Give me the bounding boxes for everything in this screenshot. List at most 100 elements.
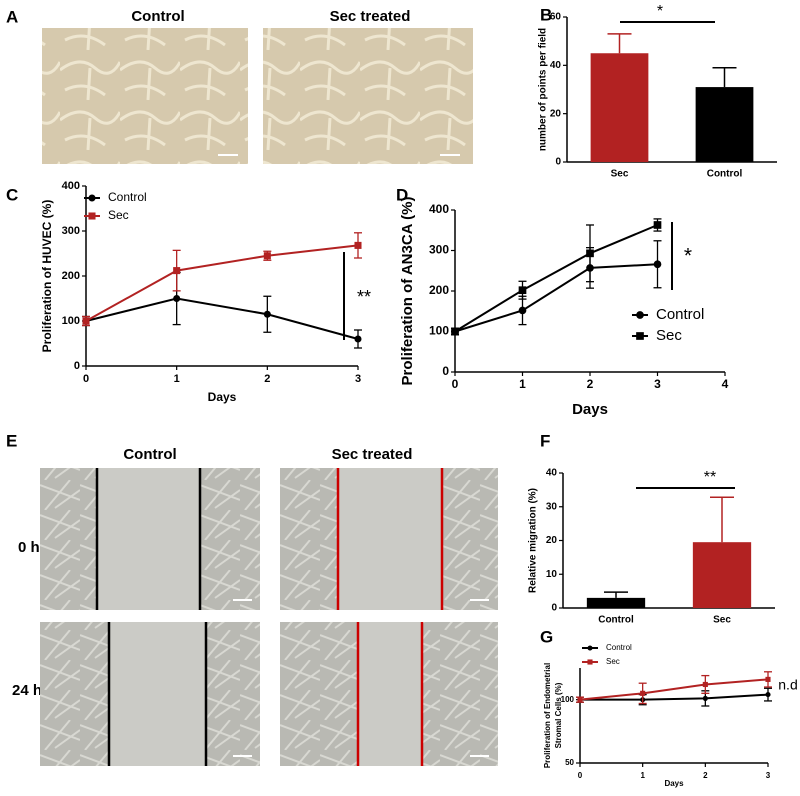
- wound-area: [109, 622, 206, 766]
- marker: [263, 310, 271, 318]
- x-axis-title: Days: [664, 779, 684, 788]
- x-tick-label: 3: [654, 377, 661, 391]
- y-tick-label: 200: [429, 283, 449, 297]
- legend-label: Control: [606, 643, 632, 652]
- series-line: [454, 224, 658, 333]
- y-axis-title: Proliferation of Endometrial: [543, 663, 552, 768]
- y-axis-title: Proliferation of HUVEC (%): [40, 200, 54, 353]
- panel-label: B: [540, 5, 552, 24]
- marker: [640, 690, 646, 696]
- x-tick-label: 2: [264, 373, 270, 385]
- marker: [518, 286, 527, 295]
- marker: [586, 249, 594, 258]
- marker: [354, 241, 362, 249]
- marker: [765, 676, 771, 682]
- y-axis-title: Relative migration (%): [528, 488, 539, 593]
- marker: [82, 317, 90, 325]
- x-tick-label: Sec: [611, 169, 629, 180]
- x-tick-label: 4: [722, 377, 729, 391]
- y-tick-label: 20: [550, 108, 562, 119]
- y-tick-label: 200: [62, 270, 80, 282]
- marker: [173, 267, 181, 275]
- series-line: [454, 263, 658, 333]
- row-label: 24 h: [12, 682, 42, 699]
- y-tick-label: 400: [62, 180, 80, 192]
- y-axis-title: Proliferation of AN3CA (%): [399, 197, 416, 386]
- bar: [590, 53, 649, 162]
- y-tick-label: 40: [550, 60, 562, 71]
- legend-marker: [587, 659, 593, 665]
- y-tick-label: 50: [565, 758, 574, 767]
- series-line: [579, 678, 769, 701]
- bar: [695, 87, 754, 162]
- column-title: Control: [123, 446, 176, 463]
- legend-marker: [587, 645, 593, 651]
- x-axis-title: Days: [572, 401, 608, 418]
- bar: [692, 542, 752, 608]
- y-tick-label: 0: [74, 360, 80, 372]
- marker: [263, 252, 271, 260]
- y-tick-label: 0: [551, 603, 557, 614]
- y-axis-title: Stromal Cells (%): [554, 682, 563, 748]
- y-tick-label: 100: [62, 315, 80, 327]
- x-tick-label: 2: [587, 377, 594, 391]
- x-tick-label: 3: [355, 373, 361, 385]
- micrograph: [42, 28, 248, 164]
- image-title: Control: [131, 8, 184, 25]
- y-tick-label: 30: [546, 501, 558, 512]
- x-axis-title: Days: [208, 390, 237, 404]
- annotation: **: [704, 469, 716, 486]
- bar: [586, 597, 646, 608]
- y-tick-label: 0: [555, 157, 561, 168]
- y-tick-label: 10: [546, 569, 558, 580]
- y-tick-label: 300: [429, 243, 449, 257]
- series-line: [85, 244, 359, 322]
- annotation: *: [684, 245, 692, 268]
- marker: [765, 692, 771, 698]
- marker: [702, 681, 708, 688]
- marker: [173, 294, 181, 303]
- y-tick-label: 300: [62, 225, 80, 237]
- column-title: Sec treated: [332, 446, 413, 463]
- x-tick-label: Sec: [713, 615, 731, 626]
- legend-marker: [636, 311, 644, 319]
- micrograph: [263, 28, 473, 164]
- x-tick-label: 1: [640, 771, 645, 780]
- legend-marker: [88, 194, 96, 202]
- legend-label: Control: [108, 190, 147, 204]
- panel-label: D: [396, 185, 408, 204]
- legend-label: Sec: [606, 657, 620, 666]
- panel-label: C: [6, 185, 18, 204]
- wound-area: [97, 468, 200, 610]
- series-line: [85, 297, 359, 340]
- y-tick-label: 100: [429, 324, 449, 338]
- x-tick-label: 0: [578, 771, 583, 780]
- y-tick-label: 100: [561, 695, 575, 704]
- wound-edges: [95, 468, 444, 766]
- scale-bars: [233, 599, 489, 757]
- annotation: n.d: [778, 677, 797, 693]
- panel-label: E: [6, 431, 17, 450]
- y-tick-label: 400: [429, 202, 449, 216]
- x-tick-label: 0: [452, 377, 459, 391]
- marker: [653, 260, 662, 269]
- annotation: *: [657, 3, 663, 20]
- y-tick-label: 40: [546, 468, 558, 479]
- annotation: **: [357, 287, 371, 307]
- legend-label: Sec: [656, 327, 682, 344]
- x-tick-label: 1: [174, 373, 180, 385]
- y-tick-label: 0: [442, 364, 449, 378]
- image-title: Sec treated: [330, 8, 411, 25]
- panel-label: A: [6, 7, 18, 26]
- x-tick-label: 3: [766, 771, 771, 780]
- row-label: 0 h: [18, 539, 40, 556]
- marker: [518, 306, 527, 315]
- wound-area: [338, 468, 442, 610]
- marker: [653, 221, 662, 229]
- marker: [354, 335, 362, 343]
- wound-area: [358, 622, 422, 766]
- x-tick-label: 0: [83, 373, 89, 385]
- x-tick-label: 2: [703, 771, 708, 780]
- x-tick-label: 1: [519, 377, 526, 391]
- legend-marker: [88, 212, 96, 220]
